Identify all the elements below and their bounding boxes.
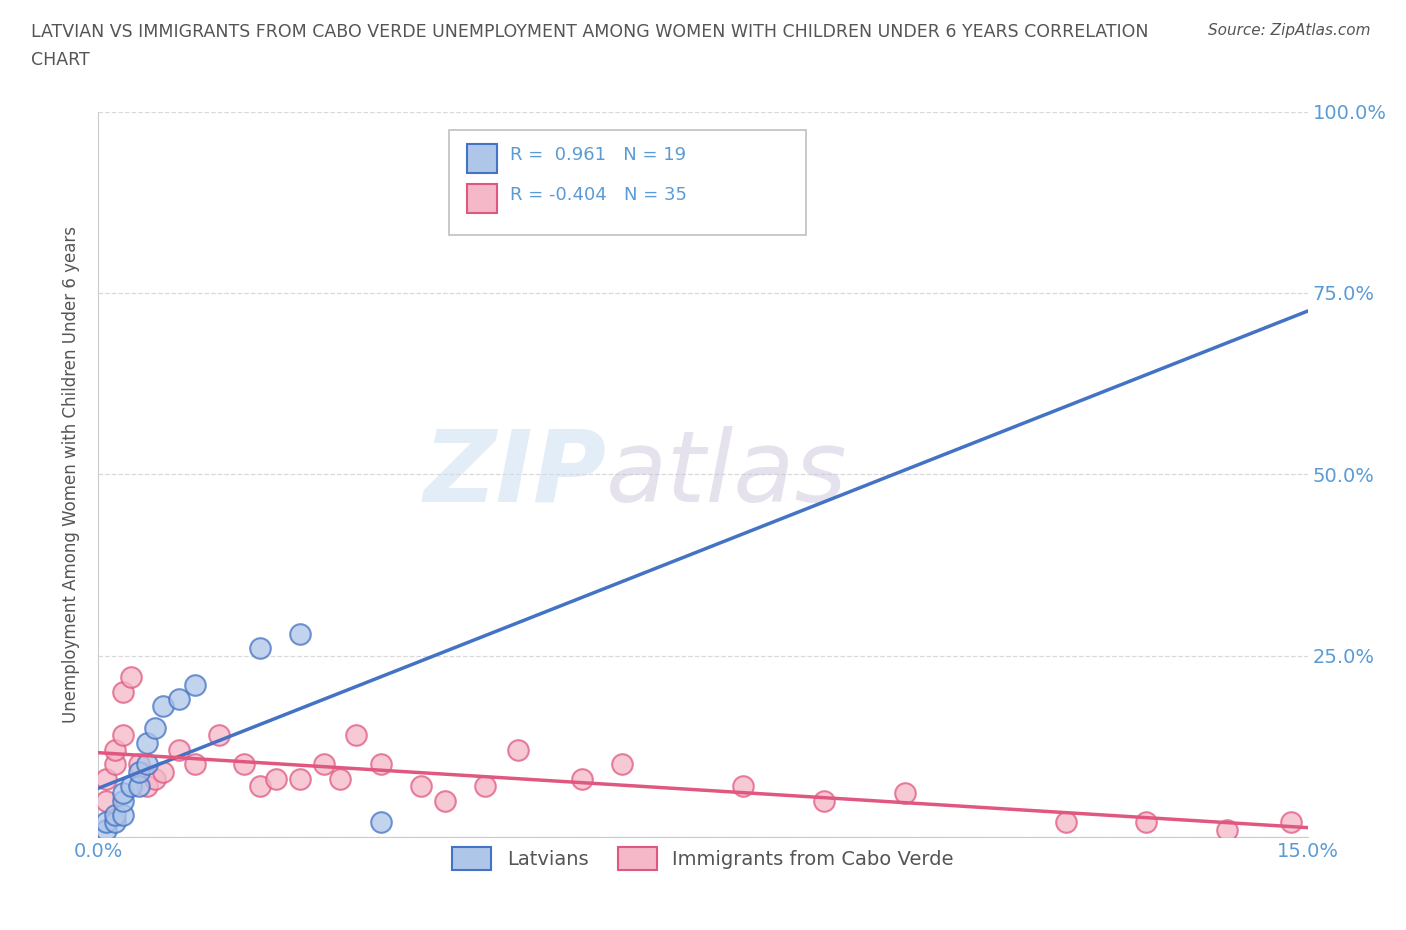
Point [111, 728, 134, 743]
Text: ZIP: ZIP [423, 426, 606, 523]
Point [96, 822, 118, 837]
Point [288, 627, 311, 642]
Point [120, 778, 142, 793]
Point [612, 757, 634, 772]
Point [128, 764, 150, 779]
Bar [467, 144, 498, 173]
Point [152, 764, 174, 779]
Point [111, 684, 134, 699]
Point [344, 728, 367, 743]
Point [128, 778, 150, 793]
Text: Source: ZipAtlas.com: Source: ZipAtlas.com [1208, 23, 1371, 38]
Point [1054, 815, 1077, 830]
Point [103, 742, 125, 757]
Point [249, 641, 271, 656]
Point [96, 772, 118, 787]
Point [103, 815, 125, 830]
Point [143, 721, 166, 736]
Bar [467, 184, 498, 213]
Point [184, 757, 207, 772]
Point [409, 778, 432, 793]
Point [474, 778, 496, 793]
Point [1281, 815, 1303, 830]
Point [813, 793, 835, 808]
Point [96, 793, 118, 808]
Point [232, 757, 254, 772]
Point [329, 772, 352, 787]
Point [96, 815, 118, 830]
Point [288, 772, 311, 787]
Point [135, 736, 157, 751]
Point [264, 772, 287, 787]
Point [152, 699, 174, 714]
Point [208, 728, 231, 743]
Point [370, 815, 392, 830]
Point [103, 757, 125, 772]
Point [111, 793, 134, 808]
Text: LATVIAN VS IMMIGRANTS FROM CABO VERDE UNEMPLOYMENT AMONG WOMEN WITH CHILDREN UND: LATVIAN VS IMMIGRANTS FROM CABO VERDE UN… [31, 23, 1149, 41]
Point [167, 692, 190, 707]
FancyBboxPatch shape [449, 130, 806, 235]
Point [103, 808, 125, 823]
Y-axis label: Unemployment Among Women with Children Under 6 years: Unemployment Among Women with Children U… [62, 226, 80, 723]
Point [167, 742, 190, 757]
Point [111, 786, 134, 801]
Point [143, 772, 166, 787]
Legend: Latvians, Immigrants from Cabo Verde: Latvians, Immigrants from Cabo Verde [444, 839, 962, 878]
Point [184, 677, 207, 692]
Point [506, 742, 529, 757]
Point [314, 757, 336, 772]
Point [1216, 822, 1239, 837]
Point [893, 786, 915, 801]
Point [1135, 815, 1157, 830]
Text: R = -0.404   N = 35: R = -0.404 N = 35 [509, 186, 686, 204]
Point [111, 808, 134, 823]
Text: R =  0.961   N = 19: R = 0.961 N = 19 [509, 146, 686, 164]
Point [135, 778, 157, 793]
Point [733, 778, 755, 793]
Point [434, 793, 457, 808]
Text: atlas: atlas [606, 426, 848, 523]
Point [571, 772, 593, 787]
Point [135, 757, 157, 772]
Point [128, 757, 150, 772]
Text: CHART: CHART [31, 51, 90, 69]
Point [370, 757, 392, 772]
Point [249, 778, 271, 793]
Point [120, 670, 142, 684]
